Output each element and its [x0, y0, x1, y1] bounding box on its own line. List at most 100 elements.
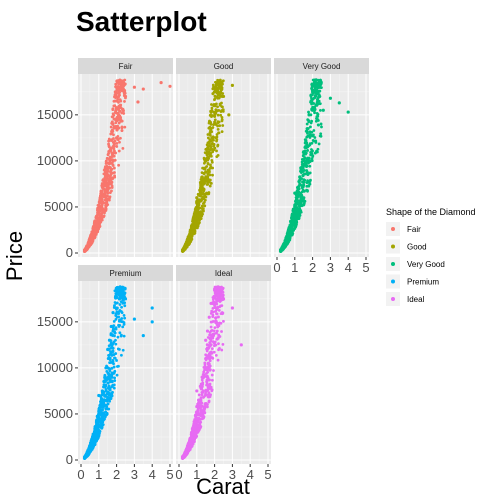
data-point	[122, 313, 126, 317]
data-point	[296, 192, 300, 196]
data-point	[111, 129, 115, 133]
data-point	[121, 147, 125, 150]
data-point	[303, 138, 307, 142]
data-point	[200, 378, 204, 382]
data-point	[312, 106, 316, 110]
data-point	[206, 182, 210, 186]
data-point	[106, 402, 110, 406]
data-point	[119, 79, 122, 83]
data-point	[211, 298, 215, 302]
data-point	[208, 344, 212, 348]
data-point	[100, 211, 104, 215]
data-point	[216, 105, 219, 109]
data-point	[108, 191, 112, 194]
data-point	[204, 147, 208, 151]
data-point	[319, 132, 323, 136]
data-point	[195, 226, 199, 230]
data-point	[198, 421, 201, 425]
data-point	[121, 348, 125, 352]
data-point	[316, 147, 320, 151]
data-point	[213, 291, 217, 295]
data-point	[314, 119, 318, 123]
data-point	[101, 408, 104, 412]
data-point	[105, 156, 109, 160]
data-point	[112, 365, 116, 369]
data-point	[213, 98, 216, 102]
data-point	[199, 404, 203, 407]
data-point	[306, 156, 309, 160]
data-point	[159, 81, 163, 85]
x-tick-label: 5	[264, 467, 271, 482]
data-point	[118, 303, 122, 306]
data-point	[307, 113, 311, 117]
data-point	[109, 125, 113, 129]
data-point	[108, 182, 112, 186]
data-point	[302, 180, 306, 184]
data-point	[299, 183, 302, 187]
data-point	[97, 218, 101, 222]
data-point	[192, 439, 196, 442]
data-point	[195, 389, 199, 393]
x-tick-label: 4	[247, 467, 254, 482]
data-point	[301, 185, 305, 189]
data-point	[213, 301, 217, 306]
y-tick-label: 10000	[37, 360, 73, 375]
data-point	[310, 157, 314, 161]
data-point	[212, 143, 216, 147]
legend-marker	[391, 297, 395, 301]
data-point	[109, 397, 113, 400]
data-point	[220, 119, 224, 123]
data-point	[205, 343, 209, 347]
data-point	[215, 312, 218, 316]
data-point	[97, 419, 101, 423]
data-point	[221, 290, 225, 294]
data-point	[206, 362, 210, 366]
data-point	[306, 180, 310, 184]
data-point	[117, 297, 121, 301]
data-point	[112, 113, 116, 117]
data-point	[116, 111, 120, 115]
data-point	[111, 107, 115, 111]
data-point	[213, 122, 217, 126]
data-point	[308, 164, 312, 168]
data-point	[86, 244, 90, 249]
data-point	[105, 165, 108, 169]
facet-strip	[176, 58, 271, 74]
data-point	[119, 85, 123, 89]
data-point	[210, 142, 214, 146]
data-point	[88, 447, 92, 451]
data-point	[109, 324, 113, 329]
data-point	[168, 84, 172, 88]
data-point	[315, 111, 319, 115]
data-point	[309, 95, 313, 98]
data-point	[196, 398, 201, 402]
data-point	[113, 171, 116, 174]
data-point	[202, 161, 206, 165]
data-point	[93, 427, 97, 431]
data-point	[116, 347, 120, 351]
data-point	[112, 324, 116, 328]
legend-item-good: Good	[386, 239, 427, 254]
x-tick-label: 5	[362, 260, 369, 275]
data-point	[301, 174, 305, 177]
data-point	[220, 81, 224, 85]
data-point	[201, 396, 205, 399]
data-point	[107, 142, 110, 146]
data-point	[207, 179, 211, 183]
data-point	[103, 182, 107, 186]
data-point	[97, 409, 101, 413]
data-point	[290, 215, 294, 219]
data-point	[120, 317, 124, 320]
data-point	[312, 129, 316, 132]
data-point	[346, 110, 350, 114]
data-point	[115, 79, 119, 83]
data-point	[119, 310, 123, 313]
data-point	[105, 399, 109, 403]
data-point	[209, 146, 213, 149]
data-point	[200, 414, 204, 417]
data-point	[98, 403, 103, 407]
data-point	[213, 295, 217, 298]
data-point	[112, 320, 116, 323]
data-point	[311, 78, 315, 82]
